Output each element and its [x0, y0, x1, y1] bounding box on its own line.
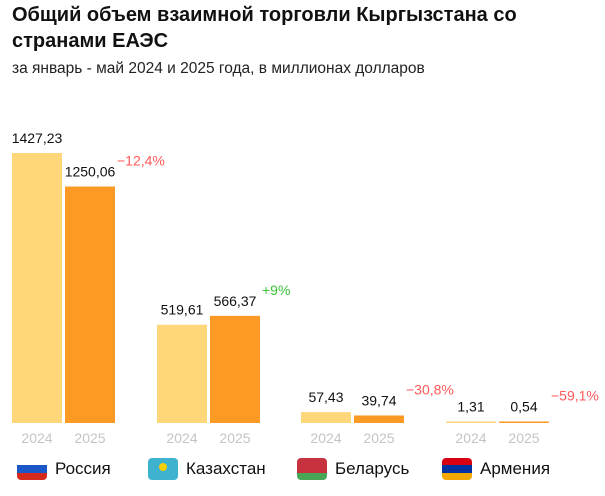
year-tick-label: 2025 [363, 430, 394, 446]
data-label: 1250,06 [65, 164, 116, 180]
change-label: −12,4% [117, 153, 165, 169]
legend-label: Армения [480, 459, 551, 478]
data-label: 1,31 [457, 399, 484, 415]
data-label: 1427,23 [12, 130, 63, 146]
bar-Армения-2024 [446, 421, 496, 423]
data-label: 0,54 [510, 399, 537, 415]
year-tick-label: 2025 [74, 430, 105, 446]
chart-subtitle: за январь - май 2024 и 2025 года, в милл… [12, 60, 425, 77]
year-tick-label: 2024 [455, 430, 486, 446]
legend-item: Армения [442, 458, 550, 480]
bar-Беларусь-2024 [301, 412, 351, 423]
legend-label: Россия [55, 459, 111, 478]
change-label: −30,8% [406, 381, 454, 397]
year-tick-label: 2024 [21, 430, 52, 446]
bar-Россия-2025 [65, 186, 115, 423]
bar-Россия-2024 [12, 153, 62, 423]
data-label: 57,43 [308, 389, 343, 405]
bar-Казахстан-2025 [210, 315, 260, 423]
change-label: −59,1% [551, 388, 599, 404]
year-tick-label: 2025 [508, 430, 539, 446]
data-label: 39,74 [361, 392, 396, 408]
bar-Армения-2025 [499, 421, 549, 423]
year-tick-label: 2024 [166, 430, 197, 446]
legend-item: Россия [17, 458, 111, 480]
bar-Беларусь-2025 [354, 415, 404, 423]
bar-Казахстан-2024 [157, 324, 207, 423]
chart-title: Общий объем взаимной торговли Кыргызстан… [12, 4, 517, 52]
belarus-flag-icon [297, 458, 327, 480]
data-label: 519,61 [161, 302, 204, 318]
legend-label: Казахстан [186, 459, 266, 478]
russia-flag-icon [17, 458, 47, 480]
legend-label: Беларусь [335, 459, 410, 478]
kazakhstan-flag-icon [148, 458, 178, 480]
change-label: +9% [262, 282, 290, 298]
year-tick-label: 2024 [310, 430, 341, 446]
data-label: 566,37 [214, 293, 257, 309]
legend-item: Казахстан [148, 458, 266, 480]
legend-item: Беларусь [297, 458, 409, 480]
bar-plot: 1427,23 2024 1250,06 2025 −12,4% 519,61 2024 56… [12, 130, 599, 446]
armenia-flag-icon [442, 458, 472, 480]
year-tick-label: 2025 [219, 430, 250, 446]
